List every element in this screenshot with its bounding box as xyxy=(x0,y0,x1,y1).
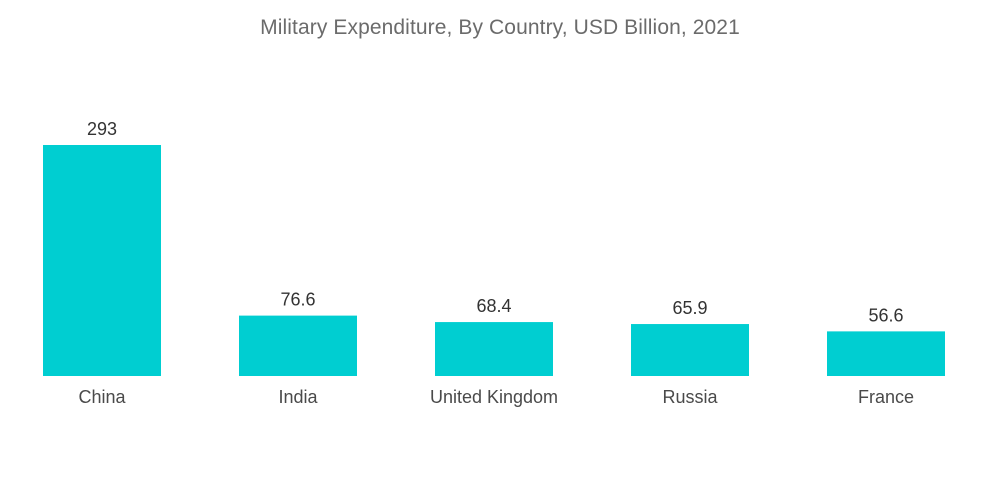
category-label-russia: Russia xyxy=(662,387,718,407)
bar-india xyxy=(239,315,357,376)
chart-title: Military Expenditure, By Country, USD Bi… xyxy=(260,16,740,39)
value-label-china: 293 xyxy=(87,119,117,139)
value-label-united-kingdom: 68.4 xyxy=(476,296,511,316)
category-label-india: India xyxy=(278,387,318,407)
bar-russia xyxy=(631,324,749,376)
value-label-france: 56.6 xyxy=(868,305,903,325)
value-labels-group: 293 76.6 68.4 65.9 56.6 xyxy=(87,119,904,325)
category-label-united-kingdom: United Kingdom xyxy=(430,387,558,407)
category-label-china: China xyxy=(78,387,126,407)
bar-china xyxy=(43,145,161,376)
bars-group xyxy=(43,145,945,376)
category-labels-group: China India United Kingdom Russia France xyxy=(78,387,914,407)
bar-france xyxy=(827,331,945,376)
value-label-russia: 65.9 xyxy=(672,298,707,318)
category-label-france: France xyxy=(858,387,914,407)
value-label-india: 76.6 xyxy=(280,290,315,310)
bar-united-kingdom xyxy=(435,322,553,376)
